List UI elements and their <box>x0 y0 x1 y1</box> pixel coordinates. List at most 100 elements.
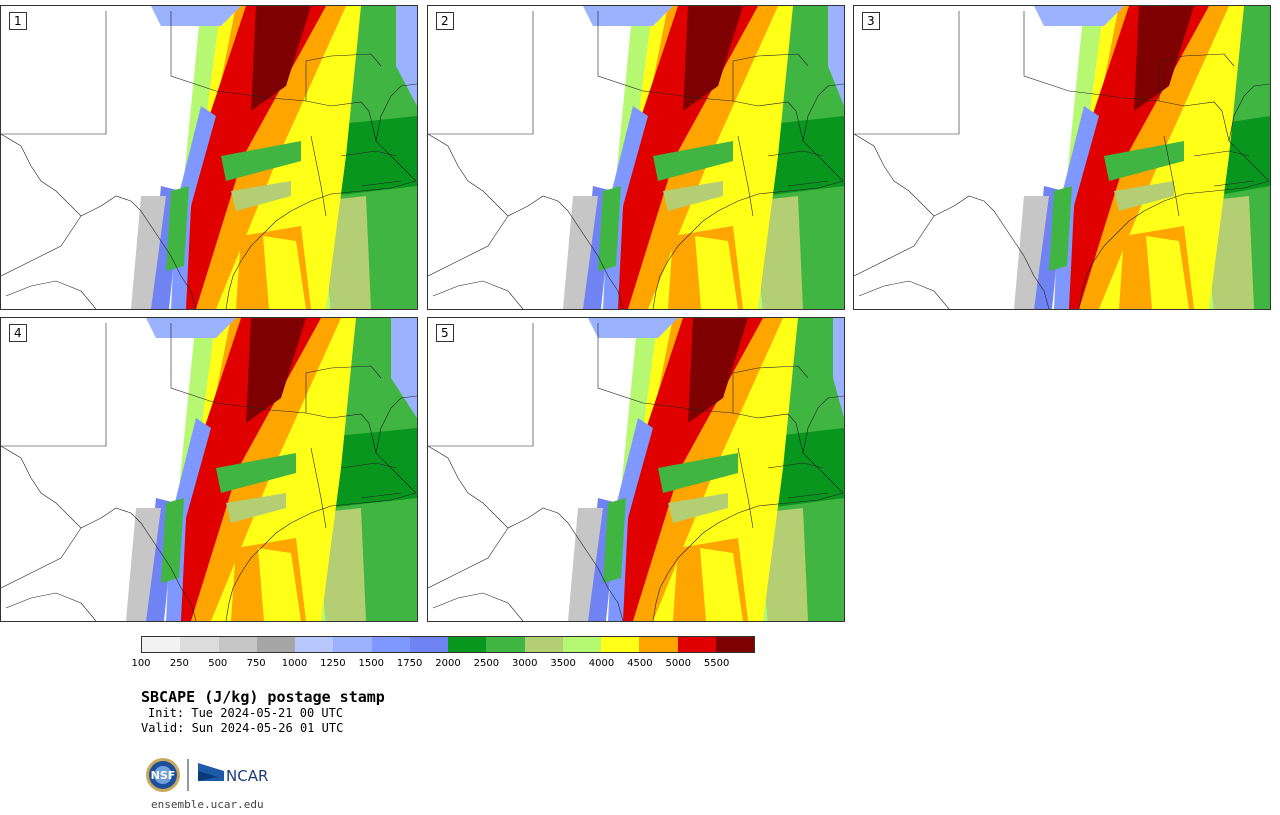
colorbar-tick-label: 2000 <box>435 658 461 669</box>
state-border <box>854 11 1270 309</box>
colorbar-segment <box>218 637 257 652</box>
cape-field-layer <box>216 453 296 493</box>
colorbar-segment <box>715 637 754 652</box>
colorbar-tick-label: 100 <box>131 658 151 669</box>
cape-field-map <box>1 6 417 309</box>
postage-stamp-panel-2: 2 <box>427 5 845 310</box>
colorbar-tick-label: 3000 <box>512 658 538 669</box>
border-river <box>428 527 524 621</box>
colorbar-tick-label: 5500 <box>703 658 730 669</box>
cape-field-layer <box>126 508 161 621</box>
postage-stamp-panel-1: 1 <box>0 5 418 310</box>
panel-number-label: 4 <box>9 324 27 342</box>
valid-time: Valid: Sun 2024-05-26 01 UTC <box>141 721 344 735</box>
cape-field-layer <box>653 141 733 181</box>
cape-field-layer <box>1146 236 1189 309</box>
coastline <box>652 180 844 309</box>
cape-field-layer <box>613 6 758 309</box>
cape-field-layer <box>151 6 241 26</box>
border-river <box>1 215 97 309</box>
cape-field-layer <box>668 493 728 523</box>
coastline <box>1078 180 1270 309</box>
colorbar-tick-label: 1750 <box>396 658 423 669</box>
postage-stamp-panel-3: 3 <box>853 5 1271 310</box>
colorbar-tick-label: 2500 <box>473 658 500 669</box>
cape-field-layer <box>391 318 417 418</box>
colorbar-ticks: 100 250 500 750 1000 1250 1500 1750 2000 2500 3000… <box>131 658 755 672</box>
colorbar-segment <box>677 637 716 652</box>
cape-field-layer <box>688 318 748 423</box>
county-lines <box>732 365 844 529</box>
colorbar-tick-label: 250 <box>169 658 189 669</box>
cape-field-layer <box>663 181 723 211</box>
plot-title: SBCAPE (J/kg) postage stamp <box>141 688 385 706</box>
nsf-logo-icon: NSF <box>146 758 180 792</box>
cape-field-layer <box>131 196 166 309</box>
colorbar-segment <box>639 637 678 652</box>
coastline <box>652 492 844 621</box>
cape-field-layer <box>181 6 326 309</box>
colorbar-tick-label: 3500 <box>550 658 576 669</box>
cape-field-layer <box>1034 6 1124 26</box>
cape-field-layer <box>226 493 286 523</box>
border-river <box>428 215 524 309</box>
cape-field-layer <box>221 141 301 181</box>
colorbar-segment <box>333 637 372 652</box>
colorbar-segment <box>524 637 563 652</box>
colorbar-segment <box>142 637 181 652</box>
cape-field-layer <box>1064 6 1209 309</box>
postage-stamp-panel-5: 5 <box>427 317 845 622</box>
colorbar <box>141 636 755 653</box>
cape-field-layer <box>1134 6 1194 111</box>
cape-field-layer <box>563 196 598 309</box>
colorbar-segment <box>295 637 334 652</box>
nsf-logo-text: NSF <box>151 769 176 782</box>
cape-field-layer <box>251 6 311 111</box>
border-river <box>854 215 950 309</box>
cape-field-layer <box>700 548 743 621</box>
postage-stamp-panel-4: 4 <box>0 317 418 622</box>
ncar-logo-icon: NCAR <box>198 763 268 785</box>
colorbar-segment <box>409 637 448 652</box>
cape-field-layer <box>246 318 306 423</box>
colorbar-tick-label: 1250 <box>320 658 346 669</box>
cape-field-map <box>428 6 844 309</box>
panel-number-label: 5 <box>436 324 454 342</box>
cape-field-layer <box>1114 181 1174 211</box>
colorbar-tick-label: 1000 <box>281 658 308 669</box>
init-time: Init: Tue 2024-05-21 00 UTC <box>148 706 344 720</box>
cape-field-layer <box>396 6 417 106</box>
cape-field-layer <box>683 6 743 111</box>
cape-field-layer <box>583 6 673 26</box>
cape-field-layer <box>146 318 236 338</box>
colorbar-tick-label: 750 <box>246 658 266 669</box>
panel-number-label: 2 <box>436 12 454 30</box>
cape-field-layer <box>166 186 189 271</box>
cape-field-layer <box>263 236 306 309</box>
coastline <box>225 180 417 309</box>
cape-field-map <box>428 318 844 621</box>
county-lines <box>1158 53 1270 217</box>
state-border <box>1 11 417 309</box>
border-river <box>1 527 97 621</box>
cape-field-layer <box>258 548 301 621</box>
panel-number-label: 3 <box>862 12 880 30</box>
cape-field-layer <box>695 236 738 309</box>
colorbar-tick-label: 500 <box>208 658 228 669</box>
website-url: ensemble.ucar.edu <box>151 798 264 811</box>
county-lines <box>305 53 417 217</box>
ncar-logo-text: NCAR <box>226 767 268 785</box>
cape-field-layer <box>618 318 763 621</box>
cape-field-layer <box>1014 196 1049 309</box>
colorbar-segment <box>562 637 601 652</box>
cape-field-map <box>854 6 1270 309</box>
cape-field-layer <box>603 498 626 583</box>
state-border <box>428 11 844 309</box>
coastline <box>225 492 417 621</box>
cape-field-layer <box>231 181 291 211</box>
colorbar-segment <box>486 637 525 652</box>
state-border <box>428 323 844 621</box>
cape-field-layer <box>1104 141 1184 181</box>
colorbar-segment <box>371 637 410 652</box>
cape-field-map <box>1 318 417 621</box>
